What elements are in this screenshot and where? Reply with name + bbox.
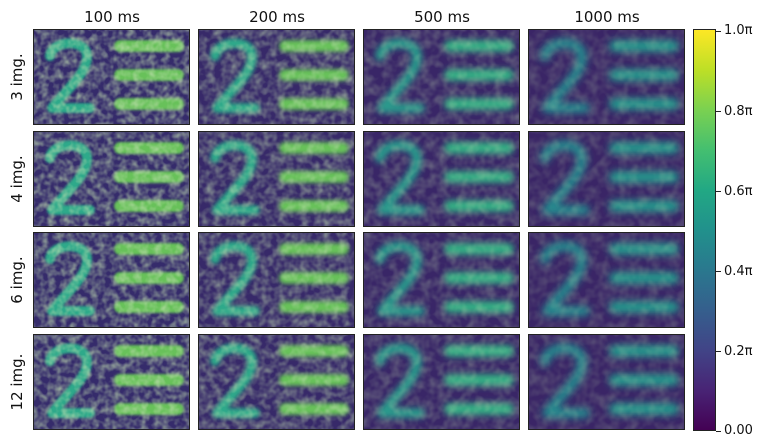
colorbar-tick-label: 0.4π [724,264,753,279]
reconstruction-image [199,335,354,429]
reconstruction-image [34,132,189,226]
reconstruction-image [364,335,519,429]
row-label-6-img: 6 img. [8,256,26,304]
image-panel [363,334,520,430]
colorbar-tick [716,31,721,32]
reconstruction-image [199,132,354,226]
column-title-200ms: 200 ms [249,8,305,26]
row-label-12-img: 12 img. [8,353,26,411]
image-panel [528,334,685,430]
reconstruction-image [364,132,519,226]
reconstruction-image [529,132,684,226]
colorbar-tick [716,111,721,112]
column-title-1000ms: 1000 ms [574,8,640,26]
reconstruction-image [34,335,189,429]
image-panel [363,131,520,227]
image-panel [198,131,355,227]
reconstruction-image [529,335,684,429]
row-label-3-img: 3 img. [8,53,26,101]
image-panel [33,232,190,328]
image-panel [528,29,685,125]
image-panel [363,29,520,125]
image-panel [528,232,685,328]
row-label-4-img: 4 img. [8,155,26,203]
reconstruction-image [364,233,519,327]
reconstruction-image [199,30,354,124]
reconstruction-image [364,30,519,124]
colorbar-tick [716,431,721,432]
reconstruction-image [529,30,684,124]
colorbar-tick [716,191,721,192]
colorbar-tick-label: 0.2π [724,344,753,359]
column-title-100ms: 100 ms [84,8,140,26]
colorbar-tick [716,271,721,272]
reconstruction-image [34,30,189,124]
column-title-500ms: 500 ms [414,8,470,26]
image-panel [33,334,190,430]
colorbar [693,29,716,431]
reconstruction-image [529,233,684,327]
image-panel [33,131,190,227]
image-panel [33,29,190,125]
colorbar-tick-label: 0.8π [724,104,753,119]
colorbar-tick-label: 0.00 [724,423,753,438]
reconstruction-image [199,233,354,327]
colorbar-tick-label: 1.0π [724,23,753,38]
image-panel [198,29,355,125]
reconstruction-image [34,233,189,327]
colorbar-tick [716,351,721,352]
colorbar-tick-label: 0.6π [724,184,753,199]
image-panel [528,131,685,227]
image-panel [363,232,520,328]
image-panel [198,232,355,328]
image-panel [198,334,355,430]
